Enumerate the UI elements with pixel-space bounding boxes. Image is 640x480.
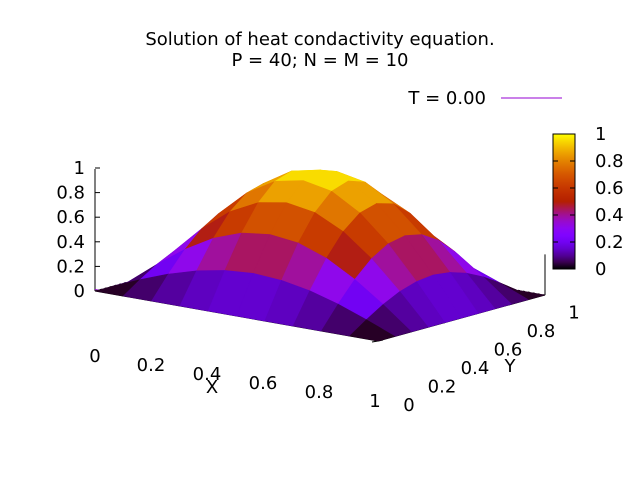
x-tick-label: 0.4 [193, 364, 222, 385]
colorbar-tick-label: 0 [595, 259, 606, 280]
x-axis-label: X [206, 377, 218, 398]
y-tick-label: 0.6 [494, 340, 523, 361]
x-tick-label: 0 [89, 346, 100, 367]
z-tick-label: 0 [74, 281, 85, 302]
colorbar-tick-label: 0.2 [595, 232, 624, 253]
x-tick-label: 0.2 [137, 355, 166, 376]
y-tick-label: 0 [403, 395, 414, 416]
x-tick-label: 0.8 [305, 382, 334, 403]
z-tick-label: 0.6 [56, 207, 85, 228]
labels-layer: 0 0.2 0.4 0.6 0.8 1 00.20.40.60.8100.20.40.60.… [56, 158, 579, 416]
y-tick-label: 1 [568, 303, 579, 324]
z-tick-label: 0.2 [56, 256, 85, 277]
chart-title: Solution of heat condactivity equation. [145, 29, 495, 50]
colorbar-tick-label: 0.4 [595, 205, 624, 226]
colorbar: 0 0.2 0.4 0.6 0.8 1 [552, 124, 624, 280]
surface-patch [349, 319, 396, 342]
x-tick-label: 1 [369, 391, 380, 412]
legend: T = 0.00 [407, 88, 562, 109]
z-tick-label: 1 [74, 158, 85, 179]
legend-label: T = 0.00 [407, 88, 486, 109]
y-axis-label: Y [504, 356, 517, 377]
z-tick-label: 0.8 [56, 183, 85, 204]
x-tick-label: 0.6 [249, 373, 278, 394]
y-tick-label: 0.4 [461, 358, 490, 379]
chart-subtitle: P = 40; N = M = 10 [231, 50, 409, 71]
z-tick-label: 0.4 [56, 232, 85, 253]
colorbar-tick-label: 0.8 [595, 151, 624, 172]
colorbar-tick-label: 0.6 [595, 178, 624, 199]
y-tick-label: 0.8 [527, 321, 556, 342]
surface-layer [94, 169, 546, 342]
y-tick [371, 340, 379, 343]
colorbar-tick-label: 1 [595, 124, 606, 145]
y-tick-label: 0.2 [428, 377, 457, 398]
colorbar-gradient [552, 133, 576, 270]
